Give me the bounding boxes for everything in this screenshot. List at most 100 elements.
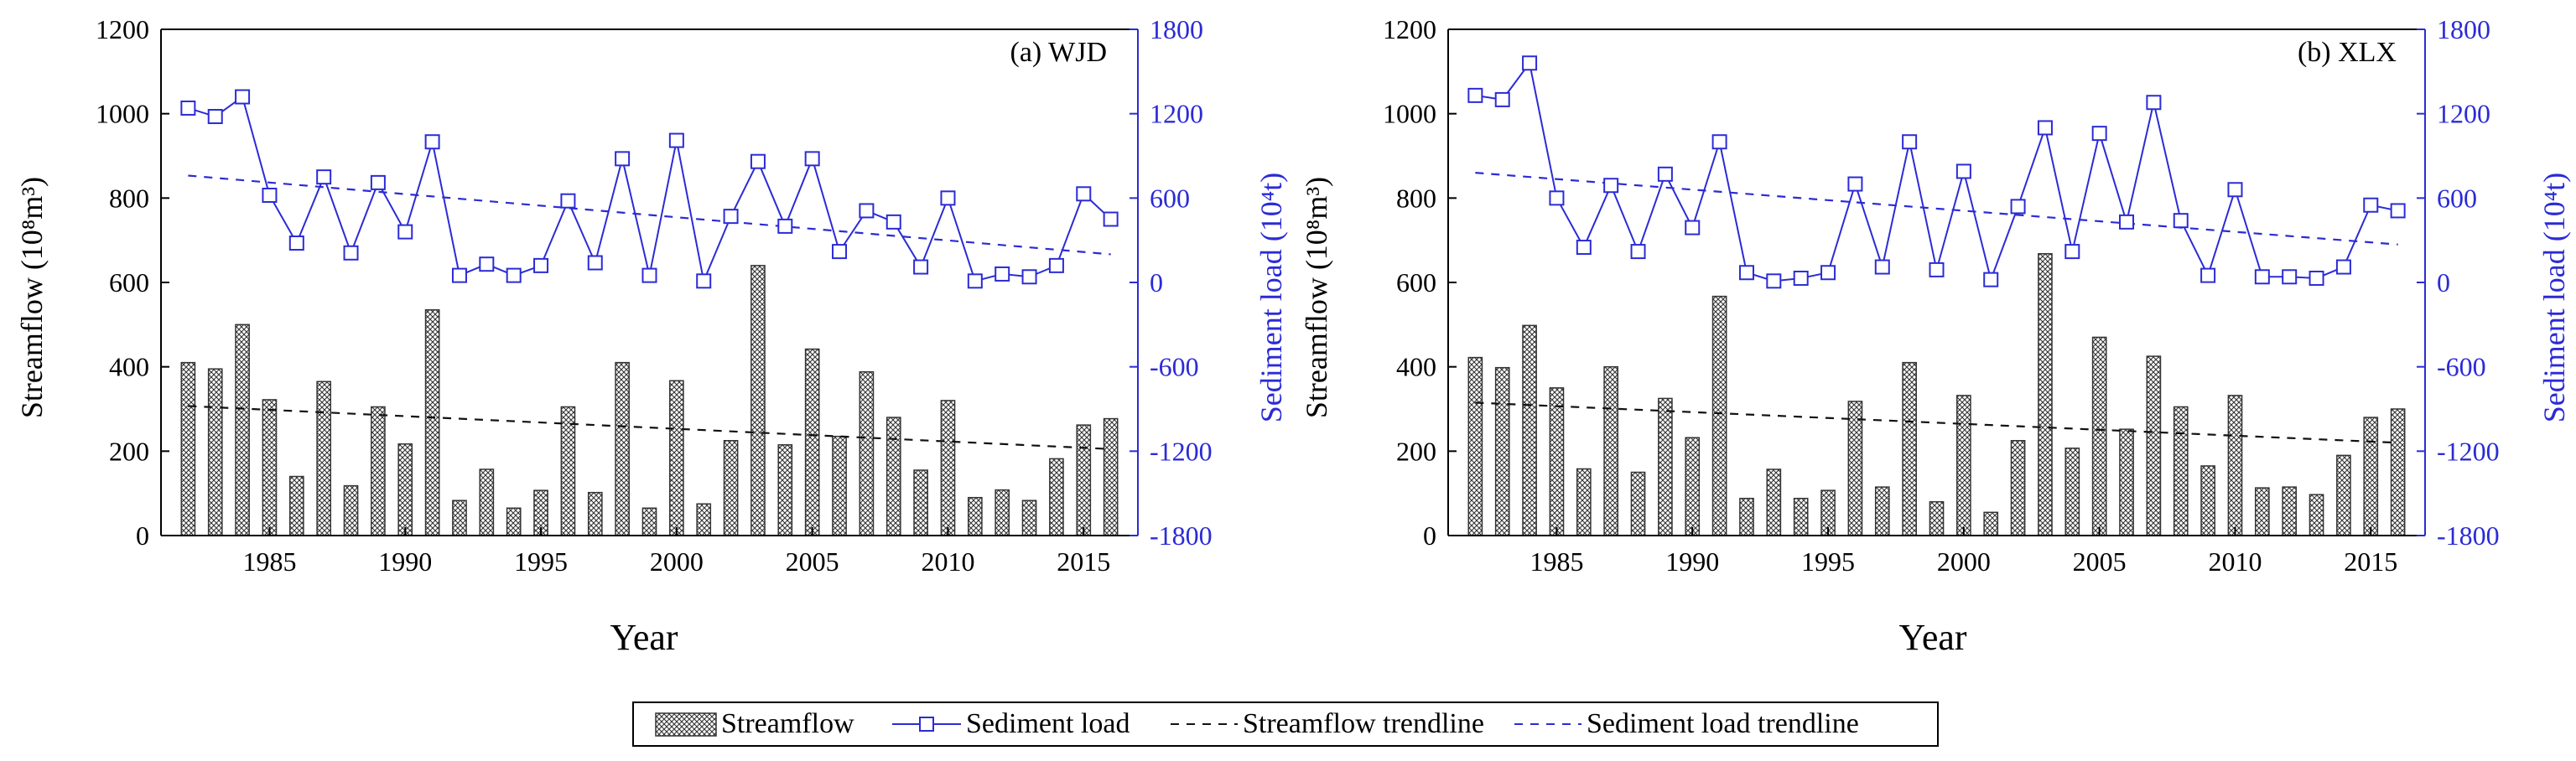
x-tick-label-xlx: 2010 [2208, 546, 2262, 577]
sediment-point-xlx [1711, 134, 1727, 150]
streamflow-bar-wjd [343, 484, 359, 536]
sediment-point-wjd [777, 218, 793, 234]
sediment-point-xlx [1793, 270, 1809, 286]
sediment-point-wjd [641, 267, 657, 283]
streamflow-trendline-xlx [1475, 401, 2398, 444]
left-tick-label-xlx: 1000 [1383, 99, 1436, 129]
sediment-point-wjd [967, 273, 983, 289]
left-tick-label-wjd: 200 [109, 436, 149, 466]
streamflow-bar-xlx [1929, 500, 1945, 536]
sediment-point-wjd [235, 89, 251, 105]
streamflow-bar-wjd [669, 380, 684, 536]
panel-xlx: 0 200 400 600 800 1000 1200 -1800 -1200 -600 0 600 1… [1300, 14, 2571, 658]
streamflow-bar-wjd [452, 500, 467, 536]
sediment-point-xlx [1603, 178, 1619, 194]
streamflow-bar-wjd [371, 406, 386, 536]
left-tick-label-wjd: 1000 [96, 99, 149, 129]
streamflow-bar-wjd [397, 443, 413, 536]
streamflow-bar-xlx [1494, 366, 1510, 536]
sediment-point-wjd [886, 214, 901, 230]
sediment-point-wjd [506, 267, 522, 283]
right-tick-label-xlx: 0 [2437, 267, 2450, 298]
left-tick-label-wjd: 0 [136, 520, 149, 551]
sediment-point-xlx [2390, 203, 2406, 219]
sediment-trendline-xlx [1475, 172, 2398, 246]
x-tick-label-wjd: 1985 [242, 546, 296, 577]
sediment-point-xlx [2037, 120, 2053, 136]
streamflow-bar-wjd [479, 469, 495, 536]
streamflow-bar-wjd [235, 324, 250, 536]
streamflow-bar-wjd [1021, 500, 1037, 536]
streamflow-bar-xlx [1983, 511, 1999, 536]
sediment-point-xlx [2309, 270, 2324, 286]
sediment-point-xlx [2363, 197, 2379, 213]
legend-marker-sediment [919, 717, 934, 732]
sediment-point-xlx [1874, 259, 1890, 275]
legend-label-sediment-trend: Sediment load trendline [1587, 708, 1859, 739]
streamflow-bar-xlx [1522, 324, 1537, 536]
sediment-point-wjd [180, 100, 196, 116]
streamflow-bar-xlx [2390, 408, 2406, 536]
sediment-point-xlx [1494, 91, 1510, 107]
sediment-point-xlx [1902, 134, 1918, 150]
streamflow-bar-xlx [2091, 336, 2107, 536]
x-tick-label-xlx: 2000 [1937, 546, 1991, 577]
streamflow-bar-xlx [2119, 428, 2134, 536]
sediment-point-wjd [587, 255, 603, 271]
right-tick-label-xlx: -600 [2437, 352, 2486, 382]
panel-title-xlx: (b) XLX [2298, 37, 2397, 68]
streamflow-trendline-wjd [188, 405, 1111, 450]
sediment-point-xlx [1983, 272, 1999, 287]
sediment-point-xlx [2091, 126, 2107, 142]
x-tick-label-xlx: 2005 [2073, 546, 2127, 577]
x-tick-label-wjd: 1995 [514, 546, 568, 577]
streamflow-bar-wjd [913, 469, 928, 536]
y-axis-title-left-xlx: Streamflow (10⁸m³) [1300, 177, 1333, 418]
sediment-point-xlx [1685, 220, 1701, 236]
y-axis-title-left-wjd: Streamflow (10⁸m³) [15, 177, 49, 418]
sediment-point-xlx [1576, 240, 1592, 256]
left-tick-label-xlx: 200 [1396, 436, 1436, 466]
panel-title-wjd: (a) WJD [1010, 37, 1108, 68]
streamflow-bar-wjd [1049, 458, 1064, 536]
sediment-point-xlx [1847, 176, 1863, 192]
streamflow-bar-xlx [1956, 395, 1971, 536]
x-tick-label-xlx: 1995 [1801, 546, 1855, 577]
sediment-point-wjd [913, 259, 929, 275]
sediment-line-xlx [1475, 60, 2398, 283]
x-axis-title-xlx: Year [1898, 617, 1966, 658]
streamflow-bar-xlx [1630, 471, 1646, 536]
streamflow-bar-wjd [262, 399, 278, 536]
left-tick-label-wjd: 600 [109, 267, 149, 298]
streamflow-bar-wjd [859, 370, 875, 536]
sediment-point-xlx [1549, 190, 1565, 206]
right-tick-label-xlx: -1800 [2437, 520, 2500, 551]
streamflow-bar-wjd [886, 417, 901, 536]
streamflow-bar-xlx [2336, 454, 2351, 536]
streamflow-bar-xlx [1549, 387, 1565, 536]
sediment-point-wjd [1103, 211, 1119, 227]
x-tick-label-xlx: 1985 [1530, 546, 1583, 577]
sediment-point-wjd [316, 169, 332, 185]
streamflow-bar-xlx [1576, 468, 1592, 536]
left-tick-label-xlx: 600 [1396, 267, 1436, 298]
sediment-point-wjd [1048, 257, 1064, 273]
streamflow-bar-wjd [723, 440, 739, 536]
plot-area-wjd: 0 200 400 600 800 1000 1200 -1800 -1200 -600 0 600 1… [96, 14, 1213, 577]
sediment-point-xlx [1766, 273, 1782, 289]
right-tick-label-wjd: -1200 [1150, 436, 1213, 466]
streamflow-bar-wjd [995, 489, 1010, 536]
streamflow-bar-xlx [1847, 401, 1863, 536]
streamflow-bar-xlx [2227, 395, 2243, 536]
plot-area-xlx: 0 200 400 600 800 1000 1200 -1800 -1200 -600 0 600 1… [1383, 14, 2500, 577]
sediment-point-wjd [750, 153, 766, 169]
streamflow-bar-xlx [1766, 469, 1782, 536]
x-axis-title-wjd: Year [610, 617, 678, 658]
streamflow-bar-wjd [424, 308, 440, 536]
right-tick-label-xlx: 600 [2437, 183, 2477, 213]
sediment-line-wjd [188, 95, 1112, 284]
sediment-point-xlx [2335, 259, 2351, 275]
sediment-point-xlx [1955, 163, 1971, 179]
left-tick-label-xlx: 0 [1423, 520, 1436, 551]
